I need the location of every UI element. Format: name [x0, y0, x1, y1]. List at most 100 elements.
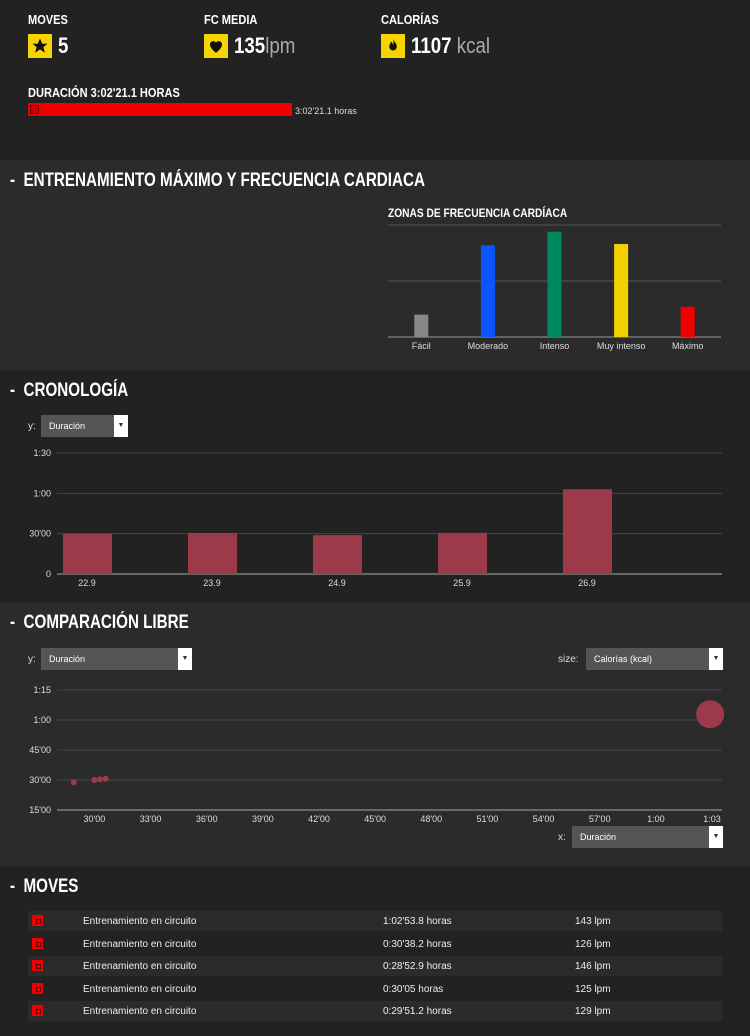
cal-unit: kcal	[456, 33, 491, 58]
chronology-bar-3	[438, 532, 487, 574]
move-row[interactable]: Entrenamiento en circuito 0:30'38.2 horas…	[28, 934, 722, 954]
x-tick-label: 22.9	[78, 578, 96, 588]
x-tick-label: 1:03	[703, 814, 721, 824]
x-tick-label: 51'00	[477, 814, 499, 824]
scatter-point-0	[70, 779, 77, 786]
move-duration: 0:29'51.2 horas	[383, 1006, 452, 1017]
duration-bar[interactable]	[28, 103, 292, 116]
move-duration: 0:30'38.2 horas	[383, 938, 452, 950]
flame-icon	[381, 34, 405, 58]
training-section: - ENTRENAMIENTO MÁXIMO Y FRECUENCIA CARD…	[0, 160, 750, 370]
x-tick-label: 36'00	[196, 814, 218, 824]
comparison-section: - COMPARACIÓN LIBRE y: Duración ▼ size: …	[0, 602, 750, 866]
move-row[interactable]: Entrenamiento en circuito 0:29'51.2 horas…	[28, 1001, 722, 1021]
zone-label: Máximo	[672, 341, 704, 351]
zone-bar-3	[614, 244, 629, 337]
scatter-point-3	[102, 775, 109, 782]
scatter-point-2	[97, 776, 104, 783]
x-tick-label: 24.9	[328, 578, 346, 588]
chevron-down-icon: ▼	[709, 826, 723, 848]
moves-value: 5	[58, 33, 69, 58]
x-tick-label: 48'00	[420, 814, 442, 824]
y-tick-label: 30'00	[29, 529, 51, 539]
move-row[interactable]: Entrenamiento en circuito 0:30'05 horas 12…	[28, 979, 722, 999]
x-tick-label: 54'00	[533, 814, 555, 824]
duration-label: DURACIÓN 3:02'21.1 HORAS	[28, 85, 180, 100]
move-row[interactable]: Entrenamiento en circuito 1:02'53.8 horas…	[28, 911, 722, 931]
move-duration: 0:30'05 horas	[383, 983, 444, 995]
duration-bar-text: 3:02'21.1 horas	[295, 106, 357, 116]
scatter-point-1	[91, 777, 98, 783]
x-tick-label: 23.9	[203, 578, 221, 588]
chronology-y-label: y:	[28, 421, 36, 432]
move-duration: 0:28'52.9 horas	[383, 961, 452, 972]
heart-icon	[204, 34, 228, 58]
fc-value: 135	[234, 33, 266, 58]
moves-section: - MOVES Entrenamiento en circuito 1:02'53…	[0, 866, 750, 1036]
zone-label: Intenso	[540, 341, 570, 351]
summary-panel: MOVES 5 FC MEDIA 135lpm CALORÍAS 1107 kc…	[0, 0, 750, 160]
x-tick-label: 45'00	[364, 814, 386, 824]
moves-title-text: MOVES	[23, 876, 79, 897]
y-tick-label: 1:00	[33, 488, 51, 498]
hr-zones-chart: Fácil Moderado Intenso Muy intenso Máximo	[388, 224, 721, 351]
move-duration: 1:02'53.8 horas	[383, 916, 452, 927]
fc-unit: lpm	[265, 33, 296, 58]
move-hr: 126 lpm	[575, 938, 611, 950]
chevron-down-icon: ▼	[114, 415, 128, 437]
x-tick-label: 25.9	[453, 578, 471, 588]
hr-zones-title: ZONAS DE FRECUENCIA CARDÍACA	[388, 206, 568, 220]
calories-stat: CALORÍAS 1107 kcal	[381, 12, 504, 59]
x-tick-label: 39'00	[252, 814, 274, 824]
fc-label: FC MEDIA	[204, 12, 258, 27]
chronology-section: - CRONOLOGÍA y: Duración ▼ 0 30'00 1:00 1:3…	[0, 370, 750, 602]
comparison-x-select[interactable]: Duración ▼	[572, 826, 723, 848]
activity-icon	[32, 1005, 43, 1016]
x-tick-label: 57'00	[589, 814, 611, 824]
chevron-down-icon: ▼	[178, 648, 192, 670]
activity-icon	[30, 105, 39, 114]
cal-value: 1107	[411, 33, 452, 58]
activity-icon	[32, 982, 43, 994]
x-tick-label: 26.9	[578, 578, 596, 588]
chronology-title[interactable]: - CRONOLOGÍA	[10, 380, 128, 402]
x-tick-label: 1:00	[647, 814, 665, 824]
scatter-point-4	[696, 700, 725, 729]
move-name: Entrenamiento en circuito	[83, 916, 197, 927]
collapse-icon: -	[10, 612, 16, 633]
comparison-chart: 15'00 30'00 45'00 1:00 1:15 30'00 33'00 36'00 39…	[29, 685, 725, 824]
comparison-title[interactable]: - COMPARACIÓN LIBRE	[10, 612, 189, 634]
comparison-x-label: x:	[558, 832, 566, 843]
chronology-y-select-value: Duración	[49, 421, 86, 431]
training-title[interactable]: - ENTRENAMIENTO MÁXIMO Y FRECUENCIA CARD…	[10, 170, 425, 192]
moves-title[interactable]: - MOVES	[10, 876, 78, 898]
move-row[interactable]: Entrenamiento en circuito 0:28'52.9 horas…	[28, 956, 722, 976]
comparison-y-select-value: Duración	[49, 654, 86, 664]
zone-label: Moderado	[468, 341, 509, 351]
zone-bar-0	[414, 314, 429, 337]
chronology-bar-1	[188, 532, 237, 574]
y-tick-label: 45'00	[29, 745, 51, 755]
y-tick-label: 0	[46, 569, 51, 579]
chronology-bar-4	[563, 489, 612, 574]
chronology-y-select[interactable]: Duración ▼	[41, 415, 128, 437]
comparison-size-select-value: Calorías (kcal)	[594, 654, 653, 664]
moves-label: MOVES	[28, 12, 68, 27]
x-tick-label: 33'00	[140, 814, 162, 824]
zone-bar-4	[680, 306, 695, 337]
activity-icon	[32, 915, 43, 926]
activity-icon	[32, 960, 43, 971]
chronology-bar-0	[63, 533, 112, 574]
y-tick-label: 1:30	[33, 448, 51, 458]
move-name: Entrenamiento en circuito	[83, 1006, 197, 1017]
chevron-down-icon: ▼	[709, 648, 723, 670]
moves-stat: MOVES 5	[28, 12, 75, 59]
y-tick-label: 1:00	[33, 715, 51, 725]
x-tick-label: 42'00	[308, 814, 330, 824]
comparison-y-select[interactable]: Duración ▼	[41, 648, 192, 670]
zone-bar-1	[480, 245, 495, 337]
move-hr: 125 lpm	[575, 983, 611, 995]
comparison-y-label: y:	[28, 654, 36, 665]
comparison-size-select[interactable]: Calorías (kcal) ▼	[586, 648, 723, 670]
x-tick-label: 30'00	[84, 814, 106, 824]
